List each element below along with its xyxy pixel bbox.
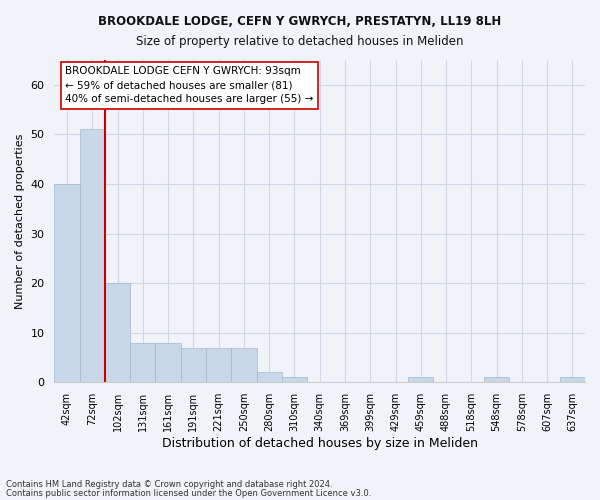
Text: Size of property relative to detached houses in Meliden: Size of property relative to detached ho… [136, 35, 464, 48]
Bar [408, 378, 433, 382]
Y-axis label: Number of detached properties: Number of detached properties [15, 134, 25, 309]
Bar [560, 378, 585, 382]
Bar [130, 342, 155, 382]
Bar [55, 184, 80, 382]
Bar [155, 342, 181, 382]
Bar [231, 348, 257, 382]
Bar [105, 283, 130, 382]
Text: BROOKDALE LODGE, CEFN Y GWRYCH, PRESTATYN, LL19 8LH: BROOKDALE LODGE, CEFN Y GWRYCH, PRESTATY… [98, 15, 502, 28]
Bar [181, 348, 206, 382]
Bar [484, 378, 509, 382]
X-axis label: Distribution of detached houses by size in Meliden: Distribution of detached houses by size … [162, 437, 478, 450]
Text: Contains public sector information licensed under the Open Government Licence v3: Contains public sector information licen… [6, 488, 371, 498]
Bar [206, 348, 231, 382]
Text: BROOKDALE LODGE CEFN Y GWRYCH: 93sqm
← 59% of detached houses are smaller (81)
4: BROOKDALE LODGE CEFN Y GWRYCH: 93sqm ← 5… [65, 66, 313, 104]
Text: Contains HM Land Registry data © Crown copyright and database right 2024.: Contains HM Land Registry data © Crown c… [6, 480, 332, 489]
Bar [257, 372, 282, 382]
Bar [282, 378, 307, 382]
Bar [80, 130, 105, 382]
